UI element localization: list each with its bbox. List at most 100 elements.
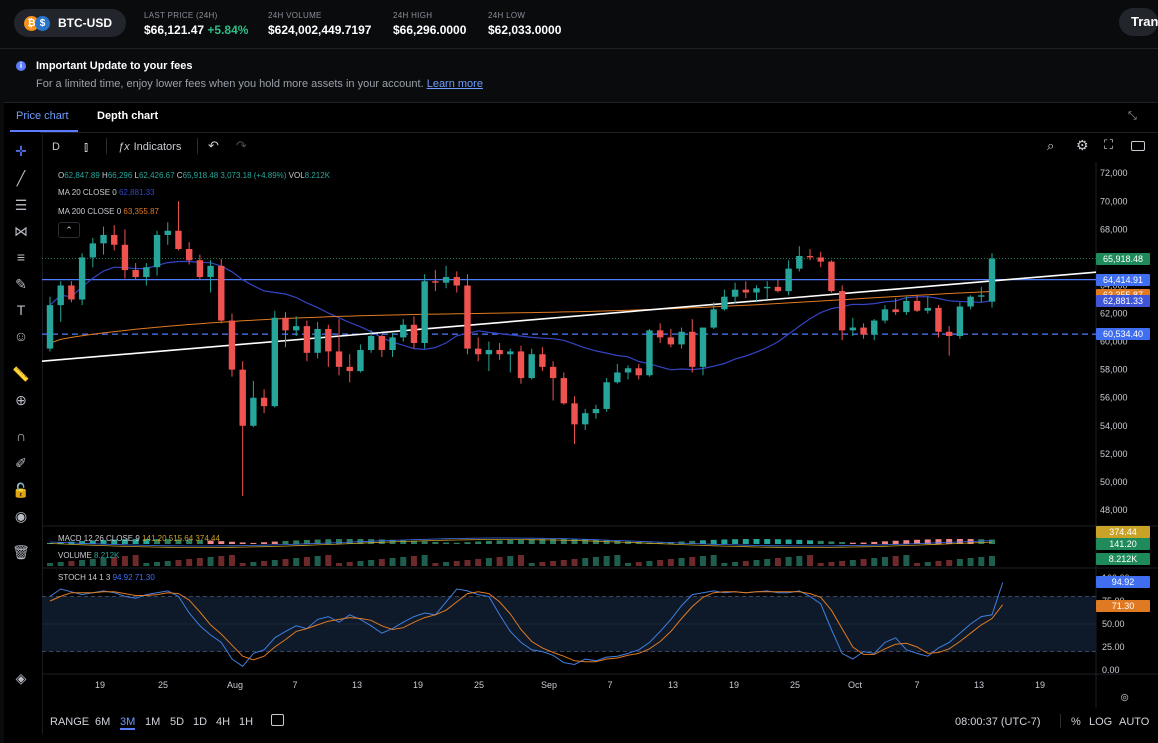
time-axis-label: Oct — [848, 680, 863, 690]
top-header — [0, 0, 1158, 49]
tab-depth-chart[interactable]: Depth chart — [97, 110, 159, 122]
price-axis-label: 62,000 — [1100, 309, 1128, 319]
candle-body — [721, 296, 728, 310]
emoji-icon[interactable]: ☺ — [13, 328, 29, 344]
trendline-icon[interactable]: ╱ — [16, 170, 26, 186]
horizontal-lines-icon[interactable]: ☰ — [14, 197, 28, 213]
range-6m[interactable]: 6M — [95, 716, 111, 728]
volume-bar — [742, 561, 749, 566]
volume-bar — [582, 558, 589, 566]
trade-button[interactable]: Tran — [1119, 8, 1158, 36]
indicators-button[interactable]: ƒx Indicators — [118, 141, 181, 153]
lock-icon[interactable]: 🔓 — [12, 482, 30, 498]
gear-icon[interactable]: ⚙ — [1076, 137, 1089, 153]
date-range-icon[interactable] — [271, 714, 284, 726]
range-1d[interactable]: 1D — [193, 716, 208, 728]
macd-histogram-bar — [699, 540, 706, 544]
volume-bar — [368, 560, 375, 566]
interval-selector[interactable]: D — [52, 141, 60, 153]
range-1h[interactable]: 1H — [239, 716, 254, 728]
settings-gear-icon[interactable]: ⊚ — [1120, 692, 1130, 704]
macd-values: 141.20 515.64 374.44 — [142, 534, 220, 543]
text-icon[interactable]: T — [16, 302, 26, 318]
zoom-in-icon[interactable]: ⊕ — [15, 392, 27, 408]
candle-body — [100, 234, 107, 244]
fullscreen-icon[interactable]: ⛶ — [1104, 137, 1114, 152]
macd-histogram-bar — [57, 542, 64, 544]
candle-body — [945, 331, 953, 336]
candle-body — [796, 256, 803, 269]
candle-body — [517, 351, 525, 379]
volume-bar — [79, 560, 86, 566]
log-toggle[interactable]: LOG — [1089, 716, 1113, 728]
redo-icon[interactable]: ↷ — [236, 138, 247, 153]
notice-title: Important Update to your fees — [36, 60, 193, 72]
stoch-legend: STOCH 14 1 3 94.92 71.30 — [58, 573, 155, 582]
volume-bar — [657, 560, 664, 566]
range-3m[interactable]: 3M — [120, 716, 136, 730]
candle-body — [785, 268, 792, 292]
price-chart-canvas[interactable]: 72,00070,00068,00066,00064,00062,00060,0… — [42, 162, 1158, 708]
volume-bar — [881, 557, 888, 566]
macd-histogram-bar — [464, 542, 471, 544]
legend-change: 3,073.18 (+4.89%) — [220, 171, 287, 180]
candle-body — [731, 289, 739, 297]
macd-histogram-bar — [849, 542, 856, 544]
brush-icon[interactable]: ✎ — [15, 276, 27, 292]
volume-bar — [121, 556, 128, 566]
camera-icon[interactable] — [1131, 141, 1145, 151]
candle-body — [335, 351, 343, 367]
time-axis-label: 19 — [413, 680, 423, 690]
fib-icon[interactable]: ≡ — [16, 249, 26, 265]
auto-toggle[interactable]: AUTO — [1119, 716, 1150, 728]
expand-icon[interactable]: ⤡ — [1128, 110, 1137, 122]
tab-price-chart[interactable]: Price chart — [16, 110, 69, 122]
candle-body — [956, 306, 964, 336]
candle-body — [539, 354, 546, 367]
price-axis-label: 52,000 — [1100, 449, 1128, 459]
macd-histogram-bar — [764, 539, 771, 544]
macd-histogram-bar — [828, 541, 835, 544]
collapse-legend-button[interactable]: ⌃ — [58, 222, 80, 238]
macd-signal-line — [49, 539, 993, 548]
range-5d[interactable]: 5D — [170, 716, 185, 728]
volume-bar — [646, 561, 653, 566]
zoom-search-icon[interactable]: ⌕ — [1047, 138, 1055, 153]
candle-body — [175, 230, 182, 249]
volume-bar — [410, 556, 417, 566]
trash-icon[interactable]: 🗑 — [12, 544, 30, 560]
candle-body — [410, 324, 418, 343]
stoch-values: 94.92 71.30 — [112, 573, 155, 582]
layers-icon[interactable]: ◈ — [15, 670, 27, 686]
eye-icon[interactable]: ◉ — [14, 508, 28, 524]
undo-icon[interactable]: ↶ — [208, 138, 219, 153]
volume-bar — [625, 563, 632, 566]
volume-bar — [475, 559, 482, 566]
candle-type-icon[interactable]: ⫾ — [84, 139, 89, 154]
range-4h[interactable]: 4H — [216, 716, 231, 728]
learn-more-link[interactable]: Learn more — [426, 78, 483, 90]
ruler-icon[interactable]: 📏 — [12, 366, 30, 382]
volume-bar — [164, 561, 171, 566]
ma20-value: 62,881.33 — [118, 188, 155, 197]
stoch-axis-tag: 94.92 — [1096, 576, 1150, 588]
lock-drawing-icon[interactable]: ✐ — [15, 455, 27, 471]
candle-body — [57, 285, 64, 306]
volume-bar — [154, 562, 161, 566]
pair-selector[interactable]: ₿ $ BTC-USD — [14, 9, 126, 37]
pattern-icon[interactable]: ⋈ — [14, 223, 28, 239]
percent-toggle[interactable]: % — [1071, 716, 1081, 728]
volume-bar — [314, 556, 321, 566]
crosshair-icon[interactable]: ✛ — [15, 143, 27, 159]
price-axis-label: 50,000 — [1100, 477, 1128, 487]
candle-body — [935, 307, 942, 332]
volume-bar — [849, 560, 856, 566]
candle-body — [646, 330, 653, 376]
volume-bar — [496, 557, 503, 566]
volume-bar — [817, 563, 824, 566]
magnet-icon[interactable]: ∩ — [15, 428, 27, 444]
stat-value: $66,296.0000 — [393, 23, 467, 37]
macd-line — [49, 537, 993, 547]
range-1m[interactable]: 1M — [145, 716, 161, 728]
macd-histogram-bar — [796, 539, 803, 544]
